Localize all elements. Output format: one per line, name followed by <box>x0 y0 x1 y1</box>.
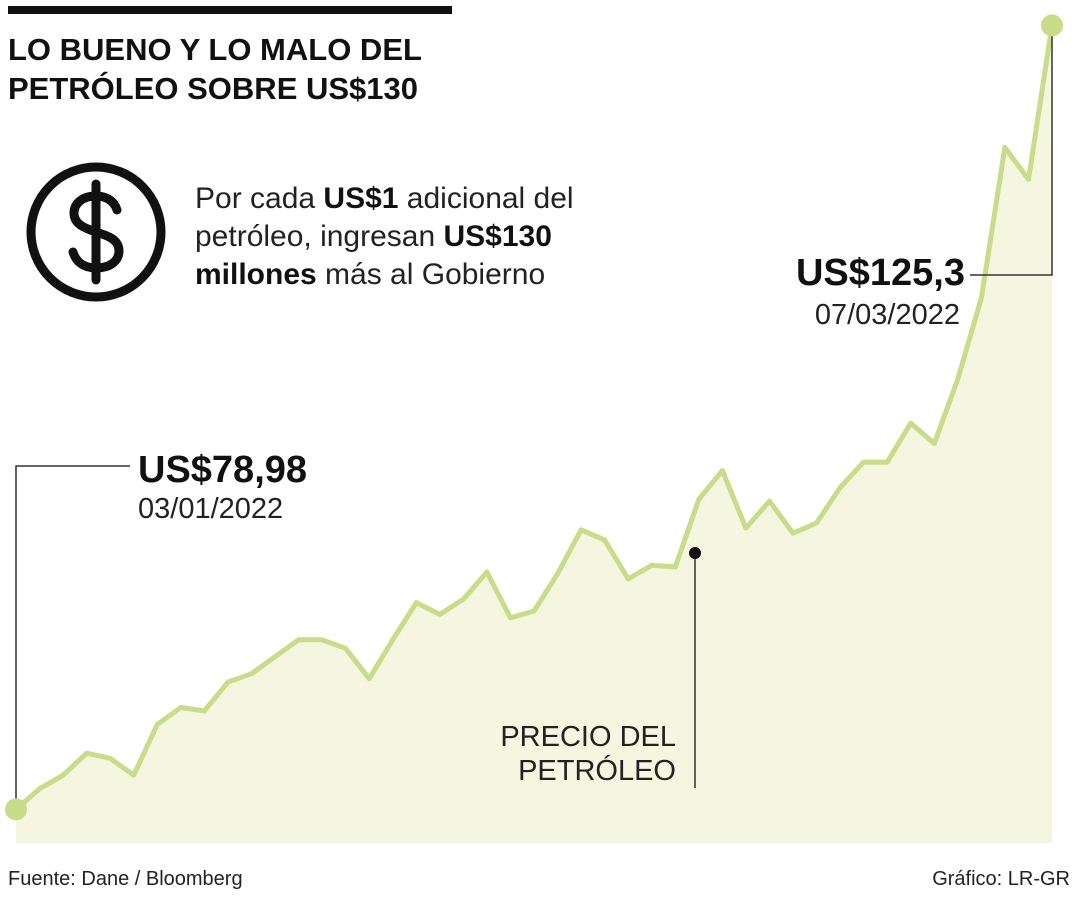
title-line-2: PETRÓLEO SOBRE US$130 <box>8 71 419 106</box>
info-text-1: Por cada <box>195 182 324 215</box>
footer-source: Fuente: Dane / Bloomberg <box>8 868 243 890</box>
start-point-marker <box>5 798 27 821</box>
peak-leader-line <box>970 33 1053 276</box>
info-text: Por cada US$1 adicional del petróleo, in… <box>195 180 655 294</box>
footer-credit: Gráfico: LR-GR <box>932 868 1070 890</box>
series-leader-dot <box>689 547 701 559</box>
area-fill <box>16 25 1052 843</box>
peak-date-label: 07/03/2022 <box>815 299 960 331</box>
peak-point-marker <box>1041 14 1063 37</box>
chart-labels: US$78,98 03/01/2022 US$125,3 07/03/2022 … <box>138 252 965 787</box>
start-leader-line <box>15 465 130 804</box>
dollar-icon <box>26 162 166 302</box>
info-bold-1: US$1 <box>323 182 399 215</box>
peak-value-label: US$125,3 <box>796 252 965 294</box>
info-text-3: más al Gobierno <box>316 258 546 291</box>
page-title: LO BUENO Y LO MALO DEL PETRÓLEO SOBRE US… <box>8 30 528 108</box>
chart-layer <box>5 14 1063 843</box>
series-label-line-2: PETRÓLEO <box>518 754 676 787</box>
top-rule <box>8 6 452 14</box>
series-label-line-1: PRECIO DEL <box>500 721 676 753</box>
info-text-2: adicional del petróleo, ingresan <box>195 182 574 253</box>
info-bold-2: US$130 millones <box>195 220 552 291</box>
start-date-label: 03/01/2022 <box>138 493 283 525</box>
start-value-label: US$78,98 <box>138 449 307 491</box>
title-line-1: LO BUENO Y LO MALO DEL <box>8 32 422 67</box>
price-line <box>13 22 1055 812</box>
